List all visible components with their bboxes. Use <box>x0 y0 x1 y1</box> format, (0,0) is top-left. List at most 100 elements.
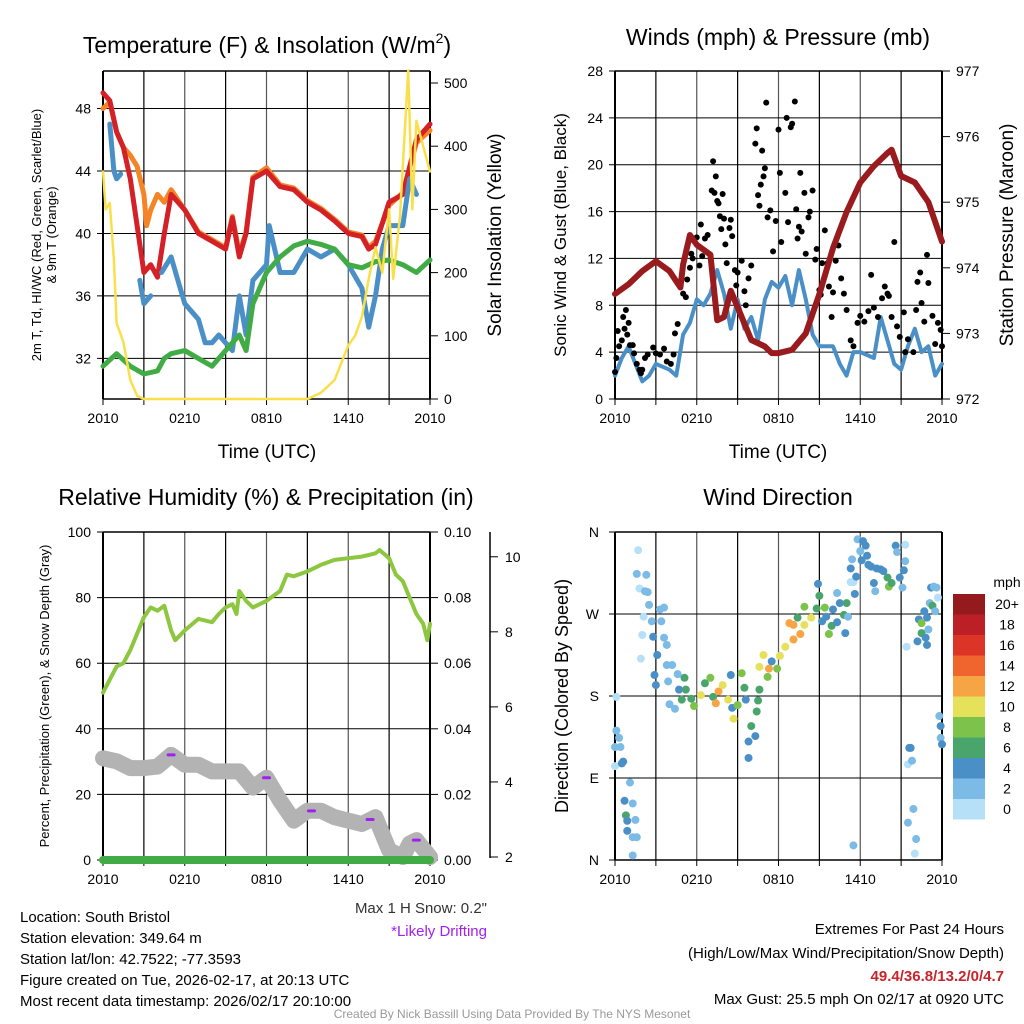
max-snow-text: Max 1 H Snow: 0.2" <box>355 900 487 917</box>
wind-direction-point <box>833 589 842 598</box>
wind-direction-title: Wind Direction <box>703 484 853 510</box>
right-tick-label: 976 <box>956 129 980 145</box>
right-tick-label: 200 <box>444 265 468 281</box>
wind-direction-point <box>645 600 654 609</box>
wind-direction-point <box>932 583 941 592</box>
gust-point <box>821 227 828 234</box>
wind-direction-point <box>709 692 718 701</box>
legend-swatch <box>953 758 985 779</box>
wind-direction-point <box>690 702 699 711</box>
wind-direction-point <box>711 699 720 708</box>
speed-color-legend: 20+ 18 16 14 12 10 8 6 4 2 0 <box>953 594 1019 820</box>
wind-direction-point <box>763 672 772 681</box>
winds-xlabel: Time (UTC) <box>729 442 828 463</box>
wind-direction-point <box>796 630 805 639</box>
wind-direction-point <box>620 796 629 805</box>
wind-direction-point <box>625 778 634 787</box>
gust-point <box>738 257 745 264</box>
gust-point <box>729 233 736 240</box>
gust-point <box>763 99 770 106</box>
wind-direction-point <box>628 799 637 808</box>
wind-direction-point <box>879 567 888 576</box>
wind-direction-point <box>824 630 833 639</box>
extremes-description: (High/Low/Max Wind/Precipitation/Snow De… <box>688 945 1004 962</box>
gust-point <box>840 290 847 297</box>
wind-direction-point <box>677 695 686 704</box>
gust-point <box>699 253 706 260</box>
gust-point <box>843 306 850 313</box>
wind-direction-point <box>913 637 922 646</box>
gust-point <box>809 187 816 194</box>
wind-direction-point <box>744 737 753 746</box>
snow-tick-label: 8 <box>505 624 513 640</box>
wind-direction-point <box>737 669 746 678</box>
gust-point <box>854 319 861 326</box>
wind-direction-point <box>611 762 619 771</box>
wind-direction-point <box>726 671 735 680</box>
wind-direction-point <box>660 633 669 642</box>
gust-point <box>812 256 819 263</box>
gust-point <box>753 125 760 132</box>
wind-direction-point <box>612 692 621 701</box>
wind-direction-point <box>899 566 908 575</box>
gust-point <box>802 250 809 257</box>
gust-point <box>721 215 727 222</box>
gust-point <box>760 173 767 180</box>
y-tick-label: 0 <box>595 391 603 407</box>
gust-point <box>733 282 740 289</box>
x-tick-label: 0210 <box>681 871 712 887</box>
x-tick-label: 2010 <box>87 410 118 426</box>
wind-direction-point <box>856 547 865 556</box>
legend-title: mph <box>993 574 1020 590</box>
x-tick-label: 1410 <box>333 410 364 426</box>
gust-point <box>775 126 782 133</box>
wind-direction-point <box>664 677 673 686</box>
gust-point <box>688 250 695 257</box>
title-end: ) <box>443 32 451 58</box>
gust-point <box>801 189 808 196</box>
pressure-ylabel: Station Pressure (Maroon) <box>997 124 1018 347</box>
winds-panel: Winds (mph) & Pressure (mb) 2010 0210 0810… <box>551 24 1018 463</box>
temperature-plot: 2010 0210 0810 1410 2010 32 36 40 44 48 0 100 200 300… <box>75 69 468 426</box>
right-tick-label: 974 <box>956 260 980 276</box>
wind-direction-point <box>755 685 764 694</box>
latlon-text: Station lat/lon: 42.7522; -77.3593 <box>20 951 241 968</box>
gust-point <box>697 221 704 228</box>
humidity-plot: 2010 0210 0810 1410 2010 0 20 40 60 80 100 0.00 0.02… <box>68 524 521 887</box>
wind-direction-point <box>793 613 802 622</box>
snow-tick-label: 6 <box>505 699 513 715</box>
wind-direction-point <box>923 613 932 622</box>
legend-label: 8 <box>1003 719 1011 735</box>
wind-direction-point <box>680 673 689 682</box>
wind-direction-point <box>814 579 823 588</box>
gust-point <box>896 333 903 340</box>
wind-direction-point <box>751 732 760 741</box>
max-gust-text: Max Gust: 25.5 mph On 02/17 at 0920 UTC <box>714 991 1004 1008</box>
wind-direction-point <box>935 712 944 721</box>
x-tick-label: 1410 <box>333 871 364 887</box>
wind-direction-point <box>668 661 677 670</box>
temperature-xlabel: Time (UTC) <box>218 442 317 463</box>
wind-direction-point <box>891 541 900 550</box>
legend-swatch <box>953 655 985 676</box>
snow-tick-label: 2 <box>505 849 513 865</box>
wind-direction-point <box>869 579 878 588</box>
gust-point <box>825 283 832 290</box>
y-tick-label: 8 <box>595 297 603 313</box>
x-tick-label: 0810 <box>763 410 794 426</box>
direction-tick-label: S <box>590 688 599 704</box>
wind-direction-point <box>619 757 628 766</box>
y-tick-label: 0 <box>83 852 91 868</box>
gust-point <box>795 223 802 230</box>
temperature-ylabel-line2: & 9m T (Orange) <box>44 186 59 283</box>
wind-direction-point <box>829 605 837 614</box>
wind-direction-point <box>898 583 907 592</box>
legend-label: 4 <box>1003 760 1011 776</box>
wind-direction-point <box>863 551 872 560</box>
gust-point <box>621 325 628 332</box>
humidity-panel-title: Relative Humidity (%) & Precipitation (i… <box>58 484 473 510</box>
wind-direction-point <box>822 612 831 621</box>
gust-point <box>924 251 931 258</box>
wind-direction-point <box>936 722 945 731</box>
wind-direction-point <box>700 679 709 688</box>
